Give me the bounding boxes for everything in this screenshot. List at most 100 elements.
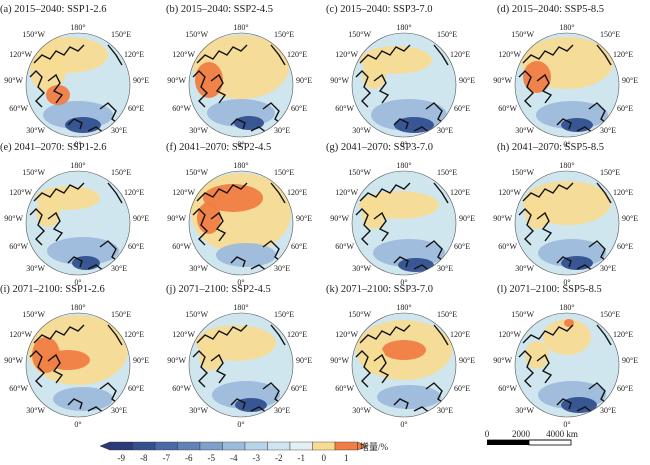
graticule-label-lower-right: 30°E [274, 126, 290, 135]
graticule-label-south: 0° [563, 420, 570, 429]
coastline [33, 182, 85, 202]
anomaly-region [234, 116, 264, 130]
colorbar-cell [109, 441, 133, 451]
coastline [536, 353, 553, 384]
graticule-label-lower-left: 30°W [189, 406, 208, 415]
panel-grid: (a) 2015–2040: SSP1-2.6 180° 0° 150°W 120°W 9… [0, 4, 638, 429]
anomaly-region [36, 199, 60, 227]
graticule-label-upper-left: 150°W [185, 310, 208, 319]
coastline [413, 406, 431, 414]
anomaly-field [355, 44, 449, 134]
coastline [33, 44, 85, 64]
graticule-label-lower-left: 30°W [352, 406, 371, 415]
graticule-label-lower-left: 30°W [515, 264, 534, 273]
coastline [359, 182, 411, 202]
map-border [351, 170, 457, 276]
coastline [433, 182, 449, 204]
graticule-label-north: 180° [70, 23, 85, 32]
graticule-label-north: 180° [233, 23, 248, 32]
coastline [210, 73, 227, 104]
map-border [514, 32, 620, 138]
colorbar-cell [244, 441, 268, 451]
graticule-label-right-mid: 90°E [133, 76, 149, 85]
graticule-label-right-mid: 90°E [622, 356, 638, 365]
graticule-label-right-mid: 90°E [296, 76, 312, 85]
graticule-label-right-upper: 120°E [450, 50, 470, 59]
anomaly-region [216, 243, 276, 267]
coastline [87, 126, 105, 134]
coastline [270, 44, 286, 66]
graticule-label-right-mid: 90°E [622, 76, 638, 85]
colorbar-cell [312, 441, 336, 451]
graticule-label-lower-right: 30°E [111, 264, 127, 273]
graticule-label-lower-left: 30°W [189, 264, 208, 273]
map-panel-g: (g) 2041–2070: SSP3-7.0 180° 0° 150°W 120°W 9… [326, 142, 475, 287]
graticule-label-north: 180° [70, 161, 85, 170]
coastline [87, 264, 105, 272]
graticule-label-upper-left: 150°W [511, 30, 534, 39]
colorbar-tick: -9 [118, 453, 126, 463]
colorbar-tick: -8 [140, 453, 148, 463]
graticule-label-right-lower: 60°E [454, 104, 470, 113]
graticule-label-right-mid: 90°E [459, 76, 475, 85]
coastline [393, 256, 409, 268]
colorbar-cell [334, 441, 358, 451]
coastline [47, 211, 64, 242]
graticule-label-south: 0° [237, 140, 244, 149]
graticule-label-right-lower: 60°E [617, 384, 633, 393]
graticule-label-left-mid: 90°W [4, 214, 23, 223]
colorbar-tick: -7 [163, 453, 171, 463]
graticule-label-lower-left: 30°W [26, 126, 45, 135]
colorbar-tick: -1 [298, 453, 306, 463]
map-border [25, 312, 131, 418]
graticule-label-lower-right: 30°E [600, 406, 616, 415]
graticule-label-upper-right: 150°E [600, 30, 620, 39]
panel-title: (e) 2041–2070: SSP1-2.6 [0, 142, 106, 153]
anomaly-region [525, 341, 549, 369]
graticule-label-right-upper: 120°E [124, 330, 144, 339]
coastline [518, 208, 534, 246]
graticule-label-left-upper: 120°W [498, 330, 521, 339]
graticule-label-right-upper: 120°E [613, 330, 633, 339]
graticule-label-upper-right: 150°E [274, 168, 294, 177]
colorbar-tick: -3 [253, 453, 261, 463]
anomaly-field [518, 181, 612, 272]
graticule-label-left-mid: 90°W [4, 76, 23, 85]
anomaly-region [47, 237, 119, 265]
coastline [262, 382, 284, 406]
graticule-label-right-upper: 120°E [613, 188, 633, 197]
map-panel-k: (k) 2071–2100: SSP3-7.0 180° 0° 150°W 120°W 9… [326, 284, 475, 429]
map-panel-i: (i) 2071–2100: SSP1-2.6 180° 0° 150°W 120°W 9… [0, 284, 149, 429]
graticule-label-lower-left: 30°W [352, 126, 371, 135]
scale-tick-2000: 2000 [512, 429, 531, 439]
graticule-label-upper-right: 150°E [274, 30, 294, 39]
coastline [596, 182, 612, 204]
map-panel-j: (j) 2071–2100: SSP2-4.5 180° 0° 150°W 120°W 9… [166, 284, 312, 429]
graticule-label-left-lower: 60°W [9, 384, 28, 393]
colorbar-arrow-low [99, 441, 111, 451]
graticule-label-upper-left: 150°W [22, 30, 45, 39]
coastline [230, 118, 246, 130]
graticule-label-right-upper: 120°E [450, 188, 470, 197]
graticule-label-left-upper: 120°W [9, 188, 32, 197]
coastline [536, 211, 553, 242]
coastline [29, 208, 45, 246]
colorbar-cell [199, 441, 223, 451]
anomaly-region [362, 201, 386, 229]
coastline [425, 382, 447, 406]
colorbar-tick: -5 [208, 453, 216, 463]
scale-tick-4000: 4000 km [546, 429, 578, 439]
graticule-label-left-upper: 120°W [335, 50, 358, 59]
anomaly-field [192, 324, 286, 414]
graticule-label-right-upper: 120°E [450, 330, 470, 339]
graticule-label-south: 0° [400, 278, 407, 287]
graticule-label-left-lower: 60°W [498, 104, 517, 113]
coastline [192, 208, 208, 246]
colorbar-ticks: -9 -8 -7 -6 -5 -4 -3 -2 -1 0 1 [118, 453, 349, 463]
graticule-label-lower-left: 30°W [26, 264, 45, 273]
map-border [188, 312, 294, 418]
graticule-label-upper-right: 150°E [111, 310, 131, 319]
map-border [351, 312, 457, 418]
graticule-label-north: 180° [233, 303, 248, 312]
colorbar-cell [289, 441, 313, 451]
